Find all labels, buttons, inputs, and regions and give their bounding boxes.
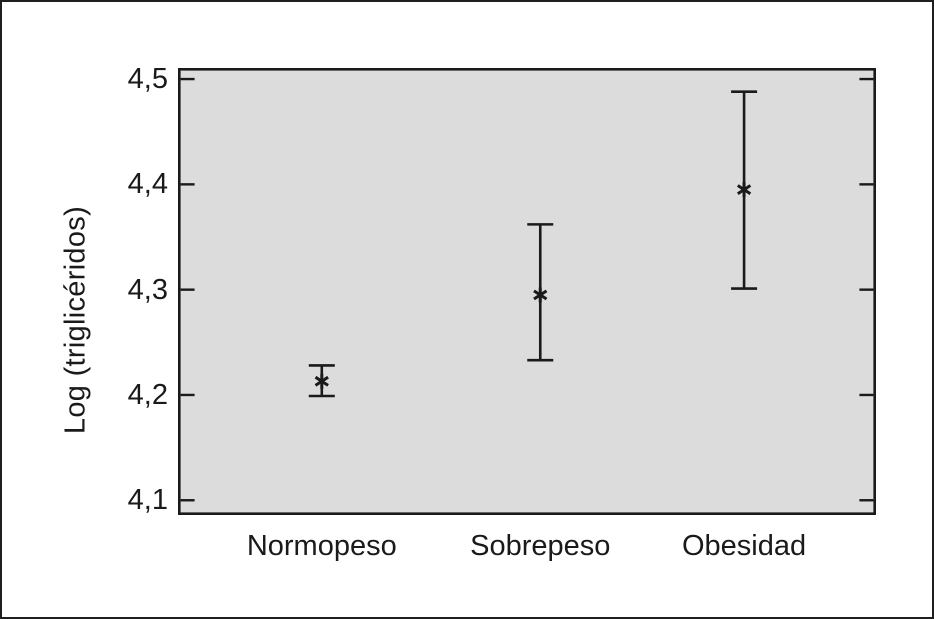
y-tick-label: 4,5 [127,63,168,96]
plot-border [178,68,876,515]
marker-stroke [736,184,752,195]
x-category-label: Normopeso [246,530,397,562]
error-bar [527,223,554,362]
y-tick-label: 4,2 [127,378,168,411]
marker-stroke [314,375,329,387]
y-tick-label: 4,3 [127,273,168,306]
y-tick-label: 4,1 [127,484,168,517]
plot-area [178,68,876,515]
marker-stroke [533,289,548,301]
x-category-label: Sobrepeso [470,530,611,562]
mean-marker-asterisk [533,287,548,303]
y-tick-label: 4,4 [127,168,168,201]
error-bar [731,90,758,290]
mean-marker-asterisk [314,373,329,389]
error-bar [308,364,335,398]
mean-marker-asterisk [736,182,752,198]
x-category-label: Obesidad [681,530,807,562]
